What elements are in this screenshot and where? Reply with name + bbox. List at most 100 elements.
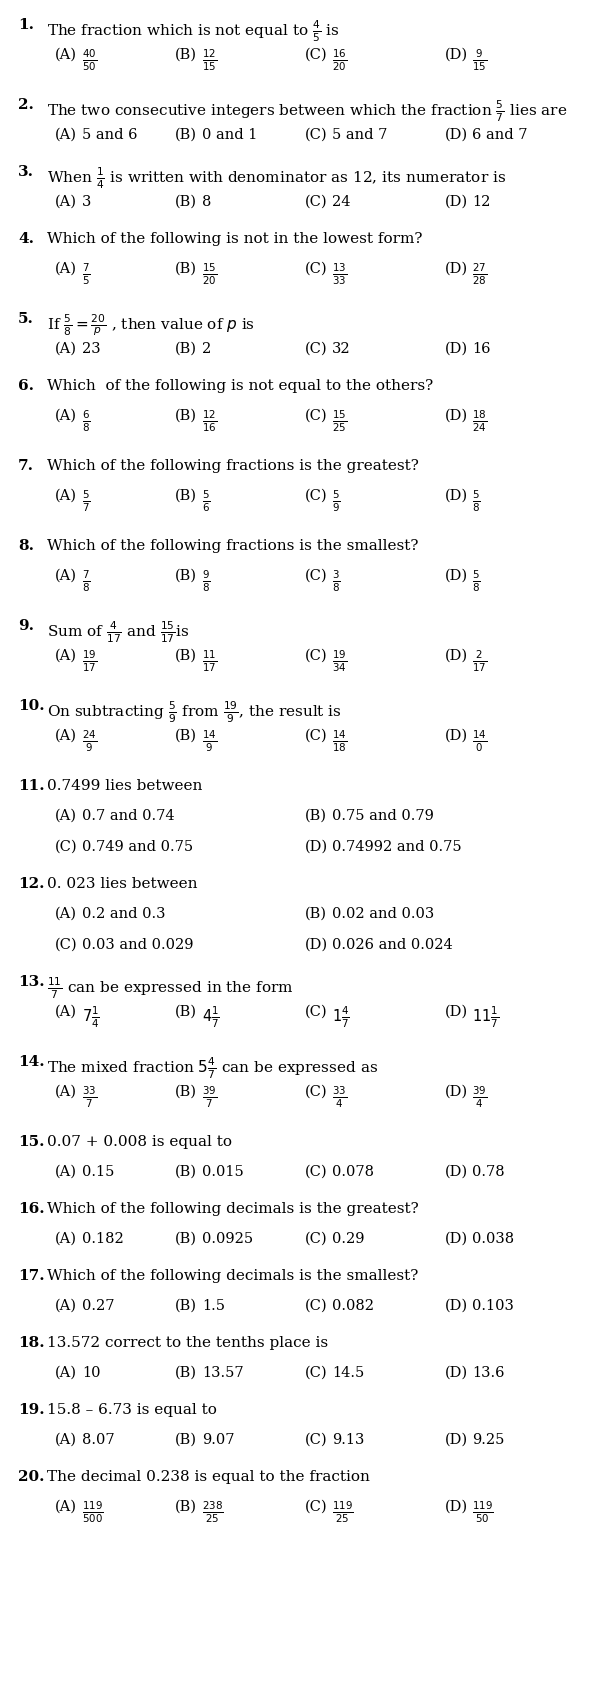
Text: 0.07 + 0.008 is equal to: 0.07 + 0.008 is equal to [47,1135,232,1149]
Text: $\frac{33}{4}$: $\frac{33}{4}$ [332,1085,347,1110]
Text: (B): (B) [175,128,197,142]
Text: 16: 16 [472,342,490,356]
Text: (A): (A) [55,810,77,823]
Text: (D): (D) [445,1432,468,1447]
Text: 4.: 4. [18,233,34,246]
Text: The fraction which is not equal to $\frac{4}{5}$ is: The fraction which is not equal to $\fra… [47,19,340,44]
Text: 0.15: 0.15 [82,1166,114,1179]
Text: (B): (B) [175,342,197,356]
Text: 14.: 14. [18,1054,45,1070]
Text: (D): (D) [445,196,468,209]
Text: (B): (B) [175,1432,197,1447]
Text: (B): (B) [305,810,327,823]
Text: (A): (A) [55,1432,77,1447]
Text: 0.0925: 0.0925 [202,1232,253,1247]
Text: When $\frac{1}{4}$ is written with denominator as 12, its numerator is: When $\frac{1}{4}$ is written with denom… [47,165,506,191]
Text: (B): (B) [175,729,197,742]
Text: 0.026 and 0.024: 0.026 and 0.024 [332,938,453,951]
Text: $\frac{3}{8}$: $\frac{3}{8}$ [332,569,340,594]
Text: $\frac{24}{9}$: $\frac{24}{9}$ [82,729,97,754]
Text: 0.082: 0.082 [332,1299,374,1312]
Text: $\frac{27}{28}$: $\frac{27}{28}$ [472,261,487,287]
Text: (B): (B) [175,1085,197,1098]
Text: 5.: 5. [18,312,34,326]
Text: (B): (B) [175,1366,197,1380]
Text: $\frac{19}{17}$: $\frac{19}{17}$ [82,649,97,675]
Text: 10: 10 [82,1366,100,1380]
Text: (A): (A) [55,1005,77,1019]
Text: $\frac{7}{5}$: $\frac{7}{5}$ [82,261,90,287]
Text: $\frac{5}{6}$: $\frac{5}{6}$ [202,489,210,515]
Text: (C): (C) [305,196,328,209]
Text: (C): (C) [305,729,328,742]
Text: $\frac{119}{500}$: $\frac{119}{500}$ [82,1500,103,1525]
Text: (B): (B) [305,908,327,921]
Text: 18.: 18. [18,1336,45,1350]
Text: (B): (B) [175,47,197,62]
Text: 15.: 15. [18,1135,44,1149]
Text: (D): (D) [445,1005,468,1019]
Text: $\frac{15}{25}$: $\frac{15}{25}$ [332,408,347,434]
Text: $\frac{39}{4}$: $\frac{39}{4}$ [472,1085,487,1110]
Text: $7\frac{1}{4}$: $7\frac{1}{4}$ [82,1005,100,1031]
Text: $\frac{12}{15}$: $\frac{12}{15}$ [202,47,217,73]
Text: (C): (C) [305,261,328,277]
Text: (C): (C) [305,1299,328,1312]
Text: $\frac{119}{25}$: $\frac{119}{25}$ [332,1500,353,1525]
Text: Which of the following fractions is the smallest?: Which of the following fractions is the … [47,540,419,553]
Text: 23: 23 [82,342,100,356]
Text: (C): (C) [305,408,328,423]
Text: $\frac{14}{0}$: $\frac{14}{0}$ [472,729,487,754]
Text: 19.: 19. [18,1404,45,1417]
Text: $\frac{119}{50}$: $\frac{119}{50}$ [472,1500,493,1525]
Text: 6.: 6. [18,380,34,393]
Text: (C): (C) [305,569,328,584]
Text: (B): (B) [175,1166,197,1179]
Text: 11.: 11. [18,779,45,793]
Text: 5 and 7: 5 and 7 [332,128,388,142]
Text: (D): (D) [445,1366,468,1380]
Text: 16.: 16. [18,1203,45,1216]
Text: (C): (C) [305,1005,328,1019]
Text: $\frac{11}{7}$ can be expressed in the form: $\frac{11}{7}$ can be expressed in the f… [47,975,294,1000]
Text: (D): (D) [445,408,468,423]
Text: (A): (A) [55,1085,77,1098]
Text: $11\frac{1}{7}$: $11\frac{1}{7}$ [472,1005,499,1031]
Text: 12.: 12. [18,877,44,891]
Text: (C): (C) [305,489,328,503]
Text: If $\frac{5}{8}=\frac{20}{p}$ , then value of $p$ is: If $\frac{5}{8}=\frac{20}{p}$ , then val… [47,312,255,337]
Text: (D): (D) [445,489,468,503]
Text: 0.27: 0.27 [82,1299,114,1312]
Text: 9.25: 9.25 [472,1432,504,1447]
Text: (A): (A) [55,489,77,503]
Text: 0. 023 lies between: 0. 023 lies between [47,877,197,891]
Text: (A): (A) [55,408,77,423]
Text: (C): (C) [55,938,78,951]
Text: 0.182: 0.182 [82,1232,124,1247]
Text: 1.5: 1.5 [202,1299,225,1312]
Text: 20.: 20. [18,1469,44,1485]
Text: (A): (A) [55,569,77,584]
Text: 0.7499 lies between: 0.7499 lies between [47,779,202,793]
Text: (D): (D) [445,1500,468,1513]
Text: 2: 2 [202,342,211,356]
Text: $\frac{12}{16}$: $\frac{12}{16}$ [202,408,217,434]
Text: $\frac{238}{25}$: $\frac{238}{25}$ [202,1500,224,1525]
Text: $\frac{7}{8}$: $\frac{7}{8}$ [82,569,90,594]
Text: (B): (B) [175,489,197,503]
Text: Which of the following is not in the lowest form?: Which of the following is not in the low… [47,233,423,246]
Text: $4\frac{1}{7}$: $4\frac{1}{7}$ [202,1005,220,1031]
Text: (D): (D) [445,128,468,142]
Text: 9.: 9. [18,619,34,633]
Text: (A): (A) [55,1500,77,1513]
Text: 12: 12 [472,196,490,209]
Text: $1\frac{4}{7}$: $1\frac{4}{7}$ [332,1005,350,1031]
Text: (A): (A) [55,261,77,277]
Text: Which of the following fractions is the greatest?: Which of the following fractions is the … [47,459,419,472]
Text: (C): (C) [305,47,328,62]
Text: (C): (C) [305,128,328,142]
Text: 10.: 10. [18,698,45,714]
Text: (D): (D) [445,342,468,356]
Text: 32: 32 [332,342,350,356]
Text: $\frac{15}{20}$: $\frac{15}{20}$ [202,261,217,287]
